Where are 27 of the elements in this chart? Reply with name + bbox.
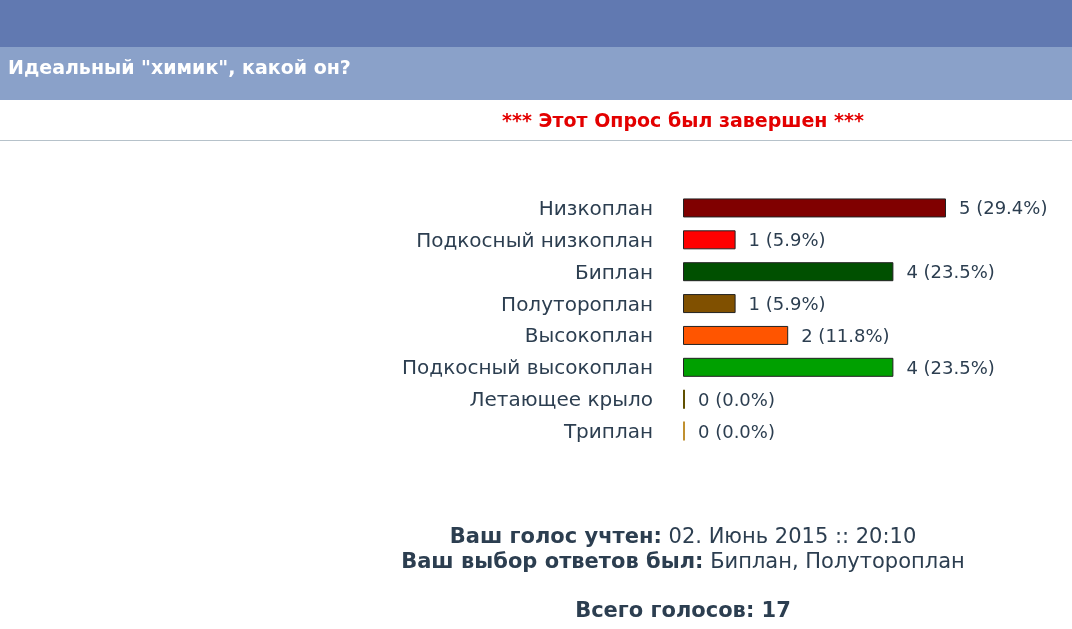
y-tick-label: Биплан bbox=[575, 259, 653, 284]
chart-subtitle: *** Этот Опрос был завершен *** bbox=[502, 108, 864, 133]
y-tick-label: Высокоплан bbox=[524, 323, 653, 348]
y-tick-label: Подкосный высокоплан bbox=[402, 355, 653, 380]
bar bbox=[683, 262, 894, 282]
bar bbox=[683, 325, 789, 345]
y-tick-label: Летающее крыло bbox=[469, 387, 653, 412]
text: Ваш выбор ответов был: Биплан, Полутороплан bbox=[401, 549, 965, 573]
data-label: 0 (0.0%) bbox=[698, 420, 775, 442]
data-label: 1 (5.9%) bbox=[748, 293, 826, 315]
data-label: 0 (0.0%) bbox=[698, 388, 775, 410]
y-tick-label: Триплан bbox=[562, 419, 653, 444]
data-label: 4 (23.5%) bbox=[906, 356, 995, 378]
bar bbox=[683, 357, 894, 377]
text: Идеальный "химик", какой он? bbox=[8, 55, 351, 79]
data-label: 1 (5.9%) bbox=[748, 229, 826, 251]
data-label: 5 (29.4%) bbox=[959, 197, 1048, 219]
bar bbox=[683, 294, 736, 314]
y-tick-label: Подкосный низкоплан bbox=[416, 227, 653, 252]
text: Ваш голос учтен: 02. Июнь 2015 :: 20:10 bbox=[449, 524, 917, 548]
data-label: 4 (23.5%) bbox=[906, 261, 995, 283]
text: Всего голосов: 17 bbox=[574, 598, 792, 623]
y-tick-label: Низкоплан bbox=[538, 195, 653, 220]
bar bbox=[683, 198, 946, 218]
data-label: 2 (11.8%) bbox=[801, 324, 890, 346]
y-tick-label: Полутороплан bbox=[501, 291, 653, 316]
bar bbox=[683, 230, 736, 250]
